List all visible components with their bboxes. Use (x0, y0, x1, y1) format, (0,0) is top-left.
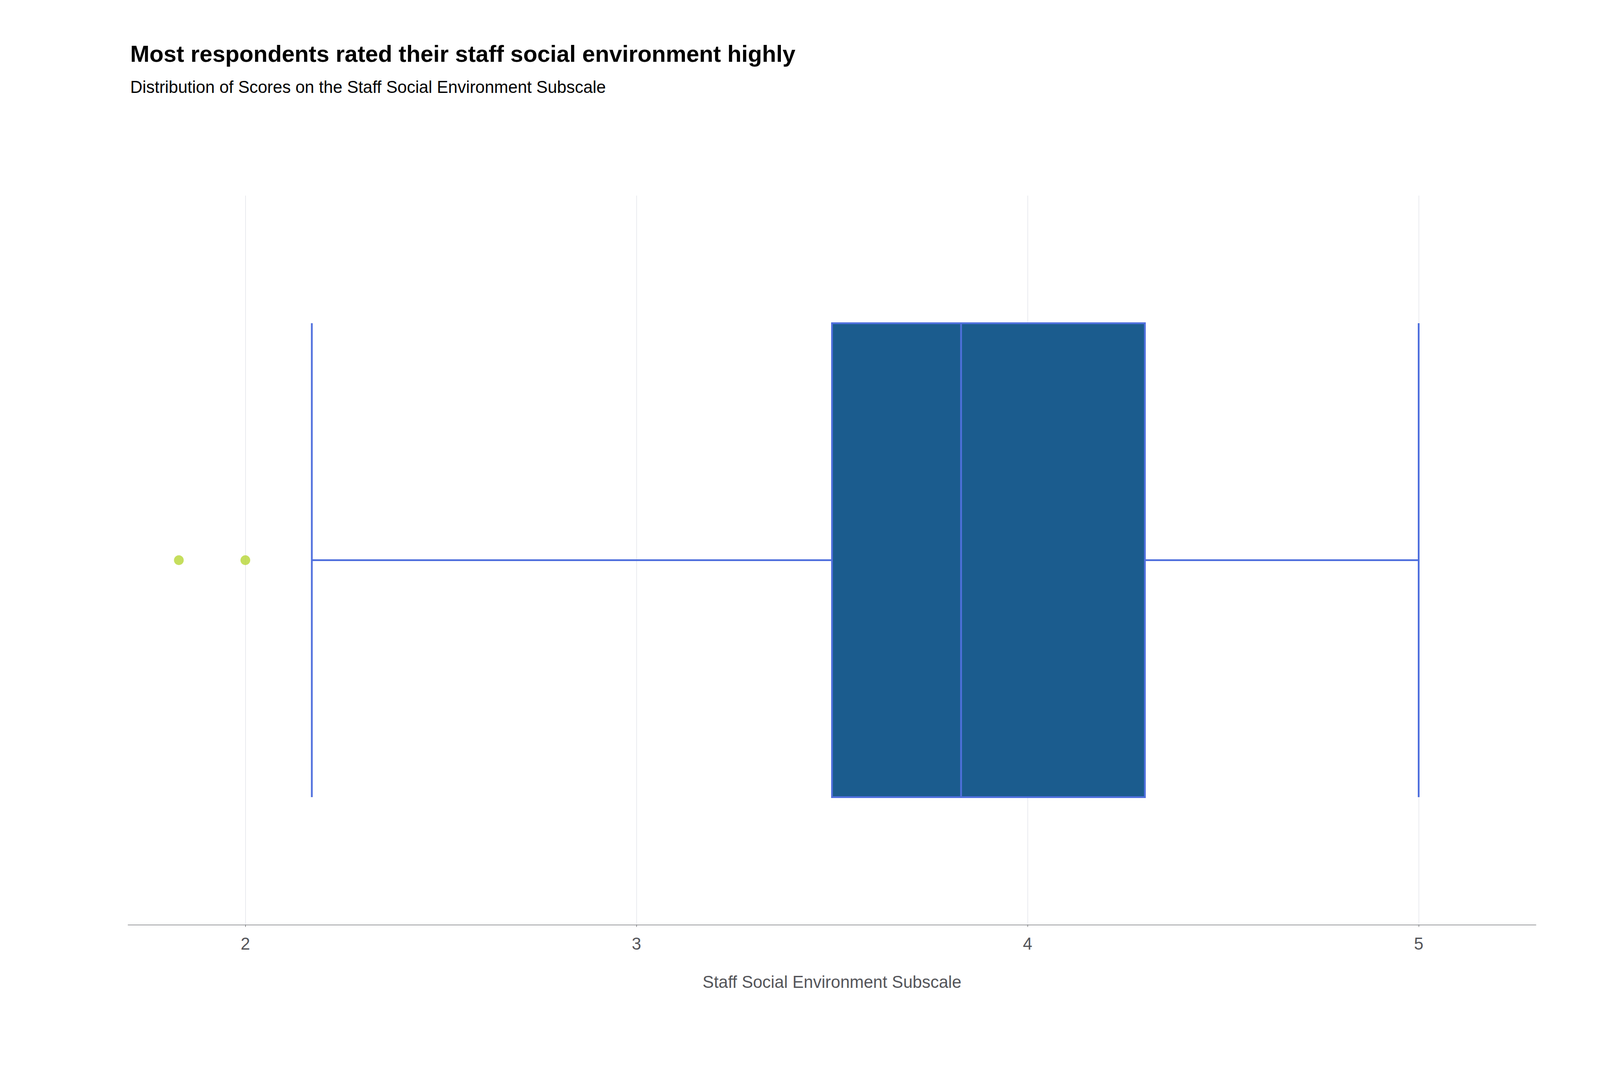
svg-text:5: 5 (1413, 934, 1424, 953)
svg-text:3: 3 (631, 934, 641, 953)
svg-text:Most respondents rated their s: Most respondents rated their staff socia… (130, 40, 796, 67)
svg-text:2: 2 (240, 934, 250, 953)
svg-text:4: 4 (1022, 934, 1032, 953)
svg-text:Distribution of Scores on the: Distribution of Scores on the Staff Soci… (130, 77, 606, 97)
svg-text:Staff Social Environment Subsc: Staff Social Environment Subscale (702, 972, 962, 992)
